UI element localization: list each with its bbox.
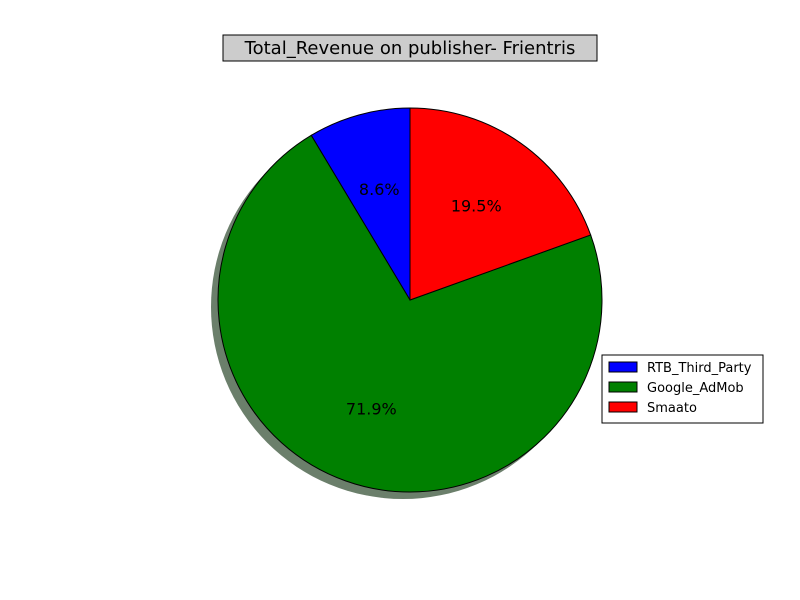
chart-title-group: Total_Revenue on publisher- Frientris xyxy=(222,34,598,62)
chart-title: Total_Revenue on publisher- Frientris xyxy=(244,38,576,59)
pie-percent-labels: 8.6% 71.9% 19.5% xyxy=(346,180,502,419)
pie-slice-rtb-third-party xyxy=(310,107,411,302)
pct-label-google-admob: 71.9% xyxy=(346,400,397,419)
pct-label-smaato: 19.5% xyxy=(451,197,502,216)
legend-label-rtb-third-party: RTB_Third_Party xyxy=(647,361,752,376)
chart-title-box xyxy=(222,34,598,62)
legend-swatch-smaato xyxy=(608,401,638,413)
pie-slice-google-admob xyxy=(217,134,603,493)
legend-swatch-google-admob xyxy=(608,381,638,393)
legend-label-smaato: Smaato xyxy=(647,401,697,416)
legend-swatch-rtb-third-party xyxy=(608,361,638,373)
legend: RTB_Third_Party Google_AdMob Smaato xyxy=(601,354,764,424)
pie-slices xyxy=(217,107,603,493)
pct-label-rtb-third-party: 8.6% xyxy=(359,180,400,199)
legend-entries: RTB_Third_Party Google_AdMob Smaato xyxy=(608,361,752,416)
legend-label-google-admob: Google_AdMob xyxy=(647,381,744,396)
pie-slice-smaato xyxy=(409,107,592,301)
